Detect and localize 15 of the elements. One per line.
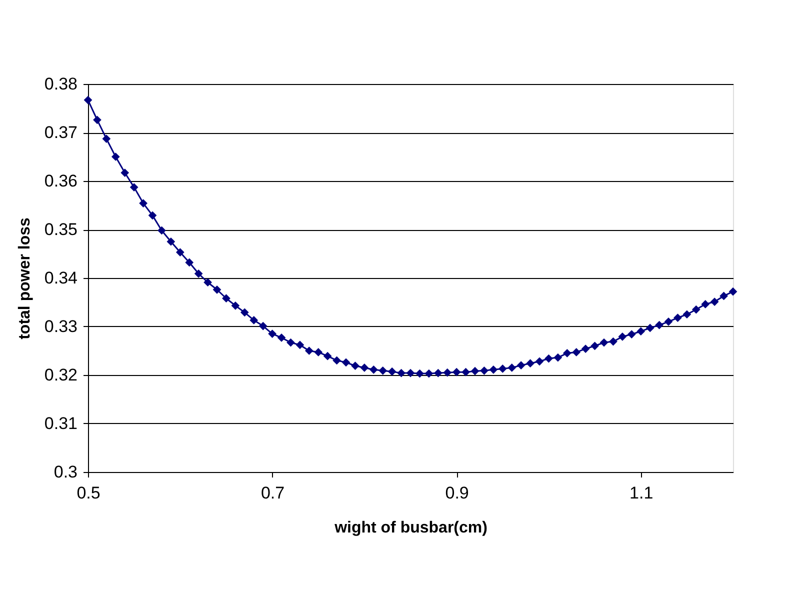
x-tick-label: 0.9 — [445, 484, 469, 502]
y-tick-label: 0.36 — [44, 172, 78, 190]
y-tick-label: 0.3 — [54, 462, 78, 482]
y-tick-label: 0.37 — [44, 123, 78, 142]
y-tick-label: 0.38 — [44, 74, 78, 94]
x-tick-label: 1.1 — [630, 484, 654, 502]
y-tick-label: 0.32 — [44, 366, 78, 384]
y-tick-label: 0.34 — [44, 268, 78, 288]
y-axis-title: total power loss — [16, 218, 34, 340]
x-tick-label: 0.5 — [76, 484, 100, 502]
x-axis-title: wight of busbar(cm) — [334, 520, 488, 536]
y-tick-label: 0.35 — [44, 220, 78, 239]
y-tick-label: 0.33 — [44, 317, 78, 336]
x-tick-label: 0.7 — [260, 484, 285, 502]
y-tick-label: 0.31 — [44, 414, 78, 433]
